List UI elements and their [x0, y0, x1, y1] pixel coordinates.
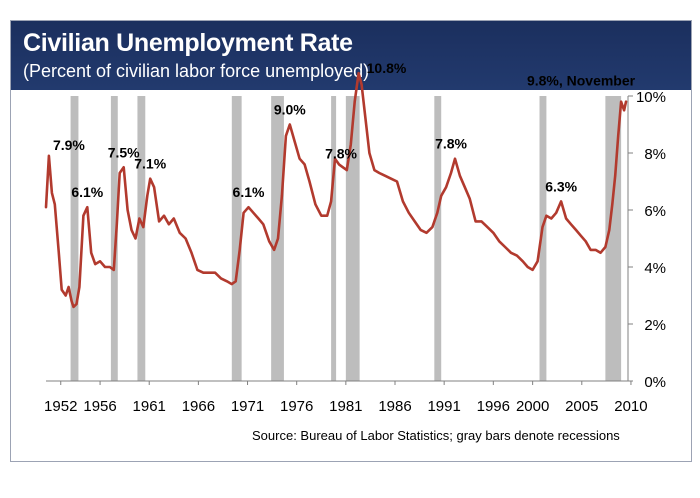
x-tick-label: 1996 [477, 398, 510, 415]
data-label: 6.3% [545, 178, 577, 194]
data-label: 7.1% [134, 156, 166, 172]
source-note: Source: Bureau of Labor Statistics; gray… [252, 428, 620, 443]
x-tick-label: 2005 [565, 398, 598, 415]
recession-bar [605, 96, 622, 381]
x-tick-label: 1966 [182, 398, 215, 415]
recession-bar [331, 96, 337, 381]
recession-bar [539, 96, 547, 381]
recession-bar [70, 96, 79, 381]
y-tick-label: 4% [644, 260, 666, 277]
y-tick-label: 6% [644, 203, 666, 220]
recession-bar [137, 96, 146, 381]
x-tick-label: 1961 [133, 398, 166, 415]
x-tick-label: 1956 [83, 398, 116, 415]
x-tick-label: 1976 [280, 398, 313, 415]
chart-subtitle: (Percent of civilian labor force unemplo… [23, 61, 370, 81]
chart-header: Civilian Unemployment Rate (Percent of c… [11, 21, 691, 90]
series-line [44, 71, 628, 309]
recession-bar [434, 96, 442, 381]
recession-bar [110, 96, 118, 381]
x-tick-label: 2010 [614, 398, 647, 415]
data-label: 7.8% [325, 146, 357, 162]
y-tick-label: 0% [644, 374, 666, 391]
data-label: 7.5% [108, 144, 140, 160]
y-tick-label: 10% [636, 89, 666, 106]
x-tick-label: 1986 [378, 398, 411, 415]
data-label: 7.8% [435, 136, 467, 152]
data-label: 7.9% [53, 137, 85, 153]
chart-frame: Civilian Unemployment Rate (Percent of c… [10, 20, 692, 462]
data-label: 10.8% [367, 60, 407, 76]
data-label: 9.0% [274, 102, 306, 118]
x-tick-label: 1981 [329, 398, 362, 415]
recession-bar [345, 96, 360, 381]
recession-bar [231, 96, 242, 381]
y-tick-label: 2% [644, 317, 666, 334]
x-tick-label: 1971 [231, 398, 264, 415]
x-tick-label: 2000 [516, 398, 549, 415]
chart-title: Civilian Unemployment Rate [23, 29, 353, 57]
data-label: 6.1% [233, 184, 265, 200]
data-label: 6.1% [71, 184, 103, 200]
x-tick-label: 1991 [427, 398, 460, 415]
x-tick-label: 1952 [44, 398, 77, 415]
y-tick-label: 8% [644, 146, 666, 163]
data-label: 9.8%, November [527, 73, 636, 89]
